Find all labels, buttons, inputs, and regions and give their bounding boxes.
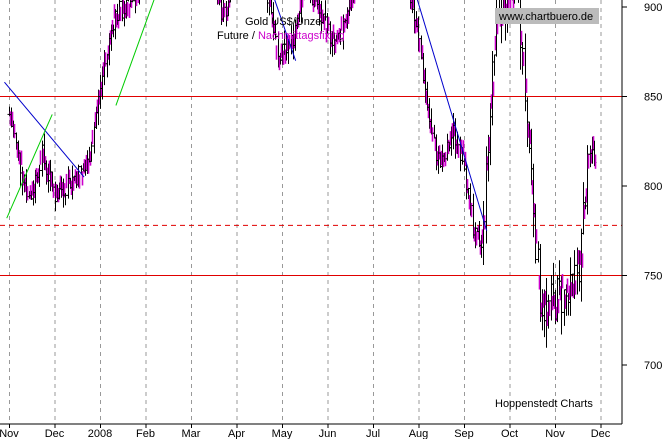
- chart-title: Gold US$/Unze: [245, 16, 321, 28]
- x-tick-label: 2008: [88, 428, 112, 439]
- x-axis-ticks: Nov Dec 2008 Feb Mar Apr May Jun Jul Aug Sep Oct Nov…: [0, 424, 611, 439]
- horizontal-lines-layer: [0, 96, 622, 276]
- source-badge-background: [495, 8, 599, 24]
- chart-credit: Hoppenstedt Charts: [495, 398, 593, 410]
- price-bars-layer: [7, 0, 597, 348]
- x-tick-label: May: [272, 428, 293, 439]
- uptrend-line: [6, 114, 53, 219]
- y-axis-ticks: 70075080085090095010001050: [622, 2, 662, 372]
- x-tick-label: Dec: [591, 428, 611, 439]
- x-tick-label: Apr: [228, 428, 245, 439]
- source-badge: www.chartbuero.de: [498, 11, 593, 23]
- uptrend-line: [115, 0, 155, 106]
- x-tick-label: Dec: [45, 428, 65, 439]
- x-tick-label: Jun: [319, 428, 337, 439]
- x-tick-label: Jul: [366, 428, 380, 439]
- y-tick-label: 750: [644, 271, 662, 283]
- y-tick-label: 900: [644, 2, 662, 14]
- trendlines-layer: [4, 0, 488, 231]
- downtrend-line: [4, 81, 85, 178]
- y-tick-label: 700: [644, 360, 662, 372]
- x-tick-label: Aug: [409, 428, 429, 439]
- downtrend-line: [416, 0, 488, 231]
- subtitle-future-label: Future /: [217, 30, 258, 42]
- x-tick-label: Sep: [454, 428, 474, 439]
- subtitle-fixing-label: Nachmittagsfixing: [258, 30, 345, 42]
- y-tick-label: 800: [644, 181, 662, 193]
- x-tick-label: Nov: [545, 428, 565, 439]
- chart-subtitle: Future / Nachmittagsfixing: [217, 30, 345, 42]
- x-tick-label: Nov: [0, 428, 19, 439]
- x-tick-label: Feb: [136, 428, 155, 439]
- y-tick-label: 850: [644, 92, 662, 104]
- x-tick-label: Oct: [501, 428, 518, 439]
- downtrend-line: [274, 0, 297, 61]
- x-tick-label: Mar: [182, 428, 201, 439]
